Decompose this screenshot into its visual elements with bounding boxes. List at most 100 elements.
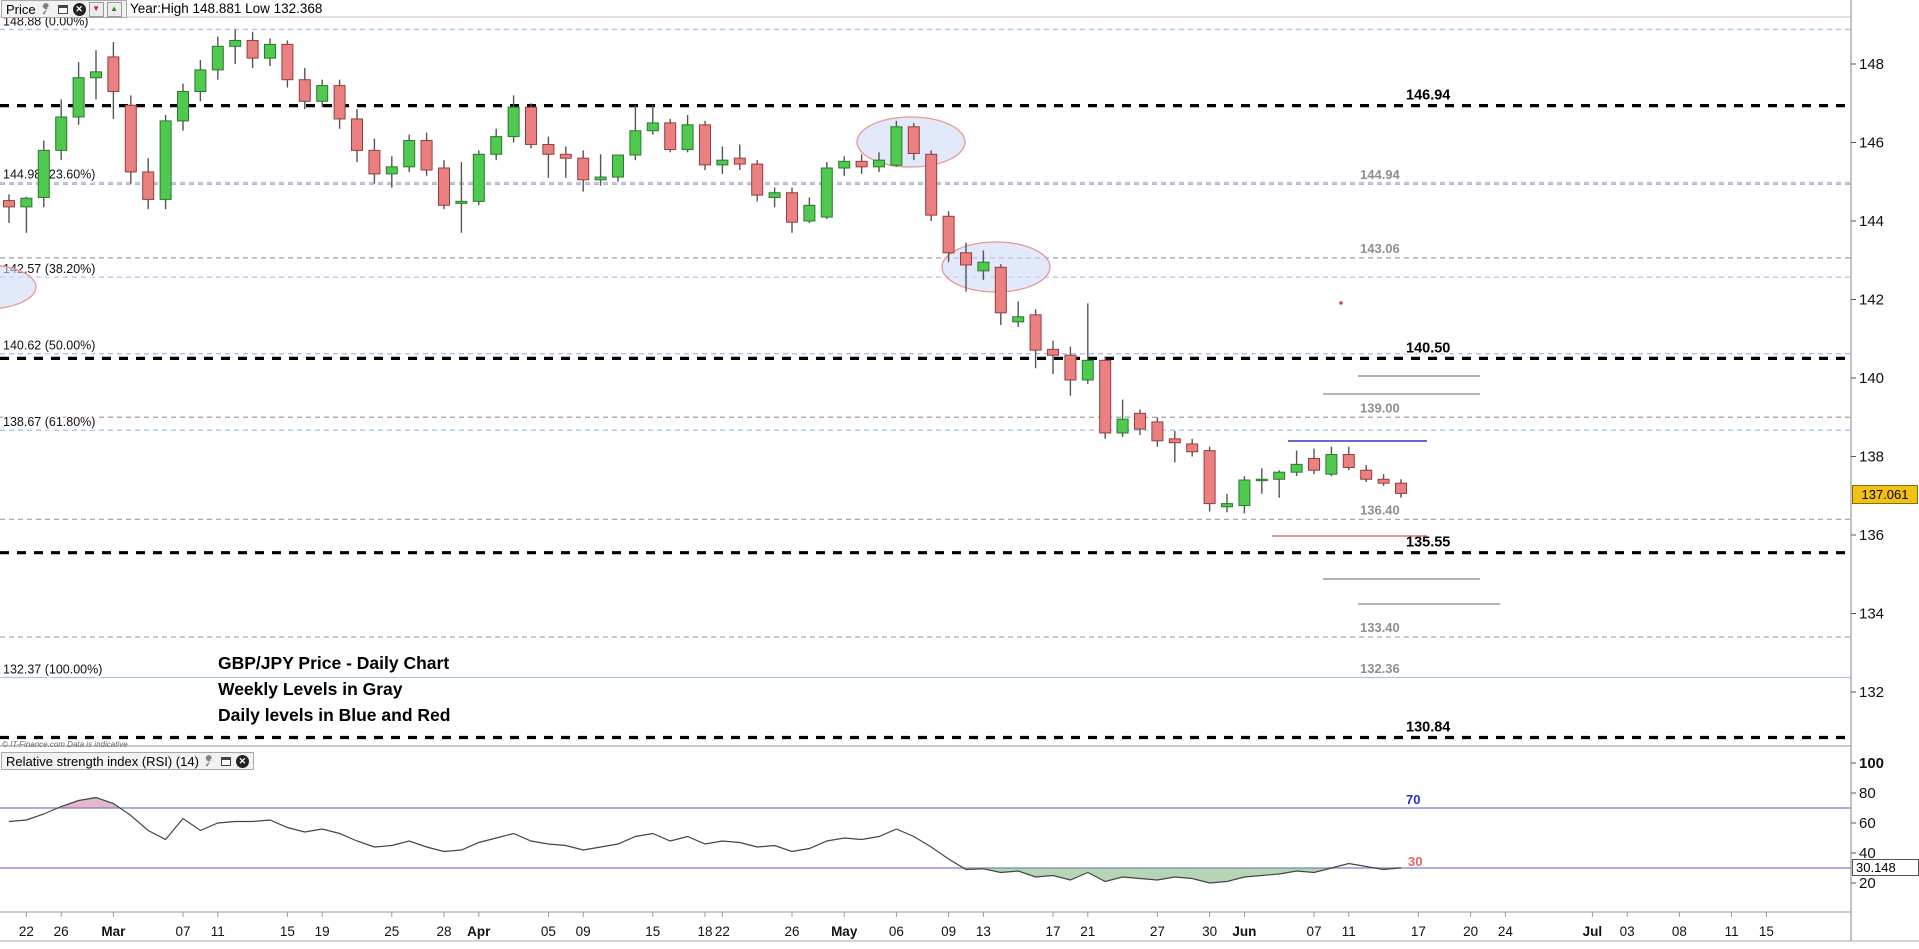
candle-body xyxy=(1377,478,1390,484)
candle-body xyxy=(960,252,972,266)
date-tick-label: 26 xyxy=(784,924,799,939)
price-axis-label: 142 xyxy=(1859,292,1884,309)
date-tick-label: 17 xyxy=(1045,924,1060,939)
wrench-icon[interactable] xyxy=(41,3,54,16)
window-icon[interactable] xyxy=(57,3,70,16)
candle-body xyxy=(1029,314,1042,351)
candle-body xyxy=(351,118,363,151)
date-tick-label: 03 xyxy=(1620,924,1635,939)
candle-body xyxy=(733,157,746,165)
rsi-panel xyxy=(0,796,1851,884)
candle-body xyxy=(90,71,102,79)
candle-body xyxy=(316,85,329,102)
fibonacci-level-label: 132.37 (100.00%) xyxy=(3,662,102,676)
candle-body xyxy=(194,69,207,92)
candle-body xyxy=(594,176,607,181)
candle-body xyxy=(229,39,242,47)
weekly-level-label: 143.06 xyxy=(1360,241,1400,256)
date-tick-label: 11 xyxy=(211,924,225,939)
price-axis-label: 148 xyxy=(1859,56,1884,73)
candle-body xyxy=(681,124,694,151)
candle-body xyxy=(472,153,485,202)
date-tick-label: 09 xyxy=(576,924,591,939)
candle-body xyxy=(1273,471,1286,480)
candle-body xyxy=(333,85,346,120)
candle-body xyxy=(211,45,224,71)
candle-body xyxy=(1290,463,1303,473)
candle-body xyxy=(612,154,624,178)
rsi-oversold-fill xyxy=(9,868,1401,883)
candle-body xyxy=(1134,412,1146,430)
candle-body xyxy=(438,167,450,206)
candle-body xyxy=(55,116,68,151)
candle-body xyxy=(72,77,85,118)
candle-body xyxy=(820,167,833,218)
date-tick-label: 26 xyxy=(54,924,69,939)
wrench-icon[interactable] xyxy=(204,755,217,768)
annotation-line-1: GBP/JPY Price - Daily Chart xyxy=(218,653,450,673)
price-axis-label: 132 xyxy=(1859,684,1884,701)
candle-body xyxy=(281,43,294,81)
close-icon[interactable]: ✕ xyxy=(235,754,249,768)
current-rsi-badge: 30.148 xyxy=(1852,859,1919,876)
arrow-down-icon[interactable]: ▼ xyxy=(88,1,104,17)
candle-body xyxy=(490,136,503,155)
date-tick-label: 11 xyxy=(1342,924,1356,939)
year-high-low-stats: Year:High 148.881 Low 132.368 xyxy=(130,1,323,16)
candle-body xyxy=(716,159,729,166)
candle-body xyxy=(1255,478,1268,482)
date-tick-label: 22 xyxy=(19,924,34,939)
date-tick-label: 11 xyxy=(1725,924,1739,939)
candle-body xyxy=(1308,457,1320,471)
candle-body xyxy=(525,106,537,145)
date-tick-label: 09 xyxy=(941,924,956,939)
chart-annotation: GBP/JPY Price - Daily Chart Weekly Level… xyxy=(218,650,450,728)
rsi-axis-label: 40 xyxy=(1859,845,1876,862)
close-icon[interactable]: ✕ xyxy=(72,2,86,16)
rsi-axis-label: 20 xyxy=(1859,875,1876,892)
candle-body xyxy=(159,120,172,200)
date-tick-label: 07 xyxy=(1306,924,1321,939)
candle-body xyxy=(1064,354,1077,381)
date-tick-label: Apr xyxy=(467,924,491,939)
price-indicator-title: Price xyxy=(6,1,36,17)
key-level-label: 130.84 xyxy=(1406,720,1450,736)
annotation-line-3: Daily levels in Blue and Red xyxy=(218,705,451,725)
date-tick-label: 05 xyxy=(541,924,556,939)
date-tick-label: 20 xyxy=(1463,924,1478,939)
red-dot-marker xyxy=(1339,301,1343,305)
candle-body xyxy=(1099,359,1112,434)
candle-body xyxy=(1081,359,1094,381)
candle-body xyxy=(385,166,398,175)
weekly-level-label: 139.00 xyxy=(1360,400,1400,415)
candle-body xyxy=(420,140,433,171)
candle-body xyxy=(368,149,381,175)
date-tick-label: 13 xyxy=(976,924,991,939)
annotation-line-2: Weekly Levels in Gray xyxy=(218,679,403,699)
candle-body xyxy=(803,204,816,222)
candle-body xyxy=(124,104,137,173)
candle-body xyxy=(855,160,868,168)
date-tick-label: 08 xyxy=(1672,924,1687,939)
arrow-up-icon[interactable]: ▲ xyxy=(106,1,122,17)
candle-body xyxy=(455,200,468,204)
price-axis-label: 146 xyxy=(1859,135,1884,152)
weekly-level-label: 144.94 xyxy=(1360,167,1401,182)
key-level-label: 135.55 xyxy=(1406,535,1450,551)
candle-body xyxy=(994,266,1007,314)
candle-body xyxy=(907,126,920,154)
candle-body xyxy=(1116,418,1129,434)
date-tick-label: 06 xyxy=(889,924,904,939)
key-level-label: 140.50 xyxy=(1406,340,1450,356)
date-tick-label: 17 xyxy=(1411,924,1426,939)
candle-body xyxy=(1395,482,1407,494)
window-icon[interactable] xyxy=(220,755,233,768)
date-tick-label: 21 xyxy=(1080,924,1095,939)
candle-body xyxy=(3,200,15,208)
date-tick-label: May xyxy=(831,924,858,939)
candle-body xyxy=(699,124,711,166)
candle-body xyxy=(1012,316,1025,323)
candle-body xyxy=(1342,454,1355,468)
candle-body xyxy=(246,39,259,59)
